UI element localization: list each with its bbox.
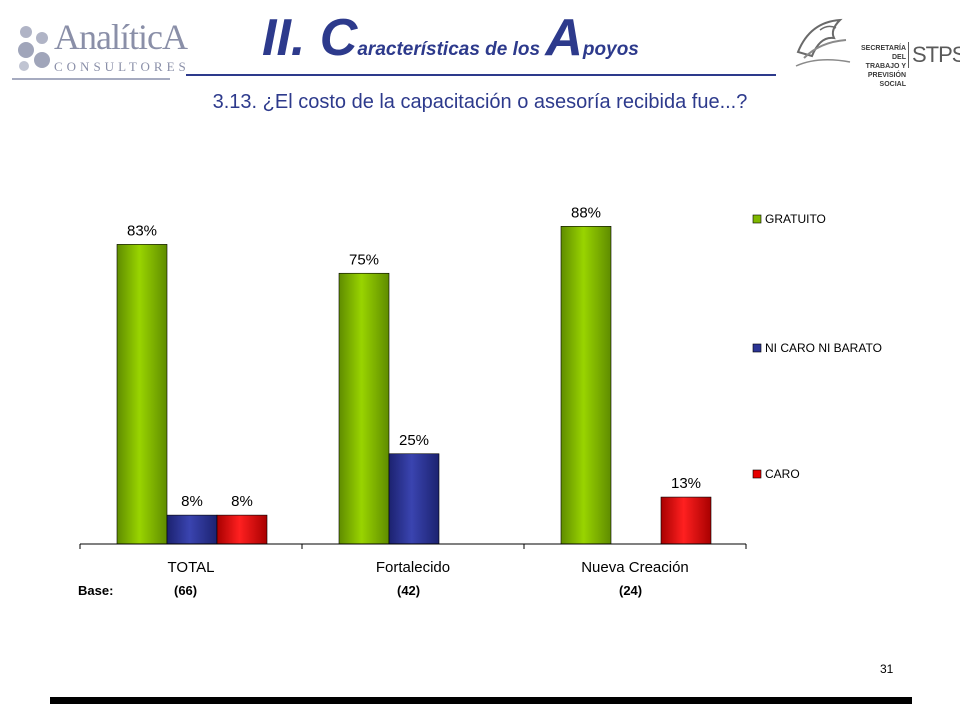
legend-label-gratuito: GRATUITO bbox=[765, 212, 826, 226]
logo-underline bbox=[12, 78, 170, 80]
bar-total-caro bbox=[216, 514, 268, 545]
data-label-nueva-creacion-caro: 13% bbox=[671, 475, 701, 492]
x-tick-label-nueva-creacion: Nueva Creación bbox=[581, 559, 689, 576]
data-label-fortalecido-ni-caro-ni-barato: 25% bbox=[399, 432, 429, 449]
data-label-nueva-creacion-gratuito: 88% bbox=[571, 204, 601, 221]
title-big-c: C bbox=[319, 9, 358, 67]
base-value-total: (66) bbox=[174, 583, 198, 598]
base-value-fortalecido: (42) bbox=[397, 583, 421, 598]
stps-line3: PREVISIÓN SOCIAL bbox=[867, 72, 906, 88]
page-title: II. Características de los Apoyos bbox=[262, 8, 639, 68]
bar-fortalecido-ni-caro-ni-barato bbox=[388, 453, 440, 545]
stps-acronym: STPS bbox=[908, 42, 960, 68]
stps-line2: TRABAJO Y bbox=[865, 63, 906, 70]
stps-logo: SECRETARÍA DEL TRABAJO Y PREVISIÓN SOCIA… bbox=[790, 12, 960, 88]
data-label-total-caro: 8% bbox=[231, 493, 253, 510]
bar-nueva-creacion-gratuito bbox=[560, 226, 612, 545]
eagle-emblem-icon bbox=[795, 18, 851, 67]
page-number: 31 bbox=[880, 662, 894, 676]
stps-name: SECRETARÍA DEL TRABAJO Y PREVISIÓN SOCIA… bbox=[850, 44, 906, 89]
logo-subtitle: CONSULTORES bbox=[54, 59, 190, 74]
x-tick-label-fortalecido: Fortalecido bbox=[376, 559, 450, 576]
legend-label-caro: CARO bbox=[765, 467, 800, 481]
bar-total-gratuito bbox=[116, 244, 168, 545]
question-title: 3.13. ¿El costo de la capacitación o ase… bbox=[212, 91, 748, 113]
logo-dots-icon bbox=[18, 26, 50, 71]
data-label-total-ni-caro-ni-barato: 8% bbox=[181, 493, 203, 510]
bar-fortalecido-gratuito bbox=[338, 272, 390, 545]
base-label: Base: bbox=[78, 583, 114, 598]
title-end: poyos bbox=[582, 39, 639, 60]
legend-swatch-caro bbox=[752, 469, 762, 479]
title-big-a: A bbox=[545, 9, 583, 67]
base-value-nueva: (24) bbox=[619, 583, 643, 598]
bar-nueva-creacion-caro bbox=[660, 496, 712, 545]
bar-total-ni-caro-ni-barato bbox=[166, 514, 218, 545]
legend-swatch-ni-caro-ni-barato bbox=[752, 343, 762, 353]
stps-line1: SECRETARÍA DEL bbox=[861, 45, 906, 61]
logo-name: AnalíticA bbox=[54, 17, 188, 57]
title-divider bbox=[186, 74, 776, 76]
data-label-fortalecido-gratuito: 75% bbox=[349, 251, 379, 268]
analitica-logo: AnalíticA CONSULTORES bbox=[10, 12, 188, 80]
data-label-total-gratuito: 83% bbox=[127, 222, 157, 239]
legend-label-ni-caro-ni-barato: NI CARO NI BARATO bbox=[765, 341, 882, 355]
title-part1: II. bbox=[262, 9, 320, 67]
x-tick-label-total: TOTAL bbox=[168, 559, 215, 576]
title-mid: aracterísticas de los bbox=[357, 39, 546, 60]
bar-chart: 83% 8% 8% 75% 25% 88% 13% TOTAL Fortalecido Nuev… bbox=[79, 204, 882, 576]
footer-bar bbox=[50, 697, 912, 704]
legend-swatch-gratuito bbox=[752, 214, 762, 224]
